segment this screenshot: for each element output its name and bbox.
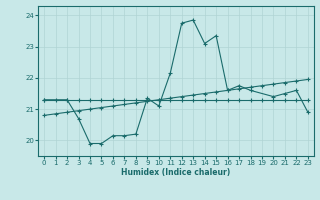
X-axis label: Humidex (Indice chaleur): Humidex (Indice chaleur) [121, 168, 231, 177]
